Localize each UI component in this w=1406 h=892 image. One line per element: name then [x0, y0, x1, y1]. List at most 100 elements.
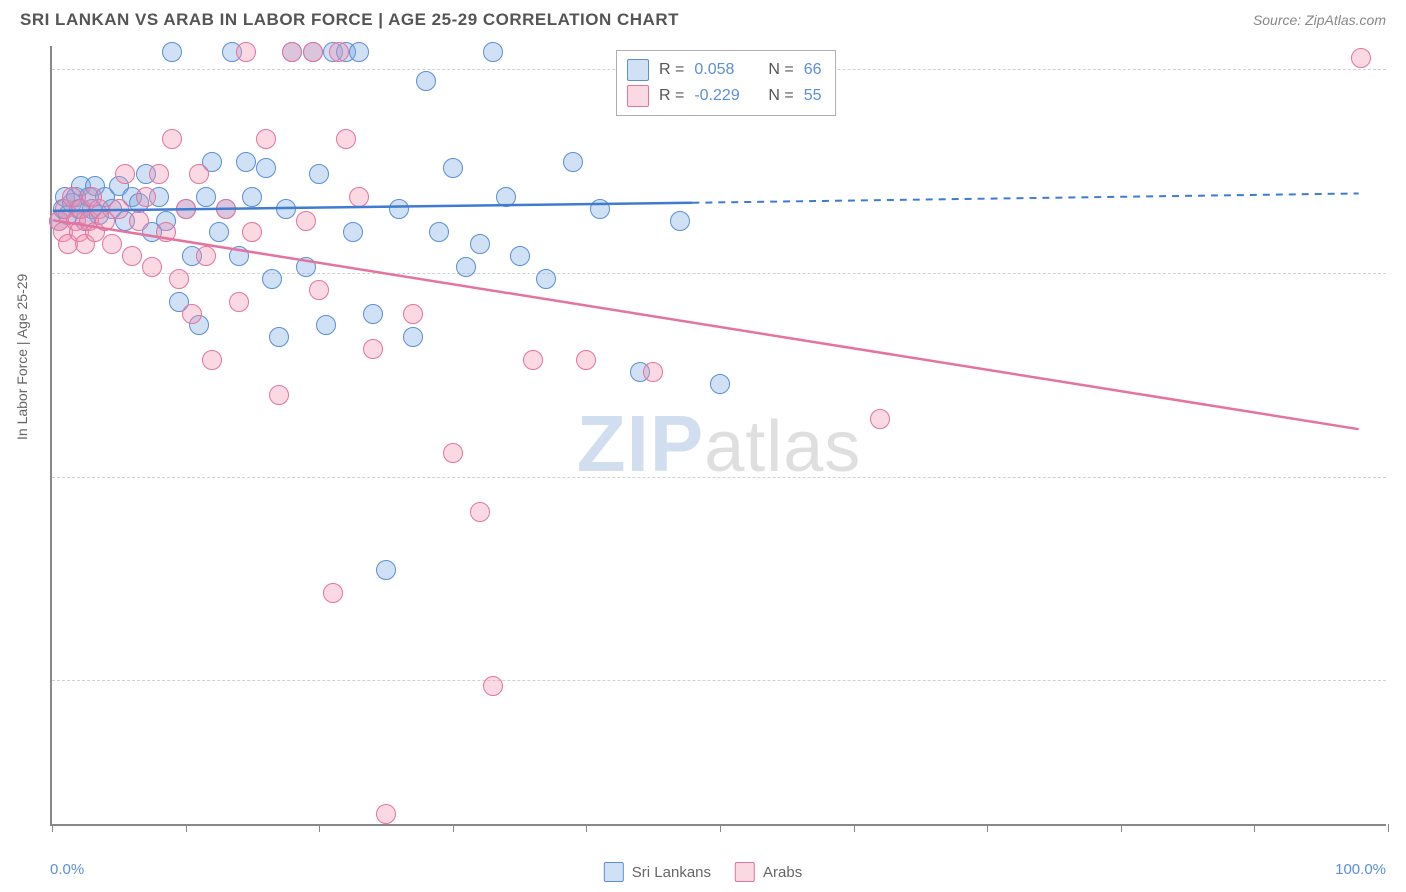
scatter-point: [256, 129, 276, 149]
scatter-point: [162, 42, 182, 62]
scatter-point: [242, 187, 262, 207]
scatter-point: [429, 222, 449, 242]
scatter-point: [296, 257, 316, 277]
scatter-point: [256, 158, 276, 178]
scatter-point: [483, 42, 503, 62]
correlation-row: R = -0.229 N = 55: [627, 83, 821, 109]
x-tick: [52, 824, 53, 832]
scatter-point: [1351, 48, 1371, 68]
scatter-point: [349, 187, 369, 207]
gridline-horizontal: [52, 477, 1386, 478]
scatter-point: [416, 71, 436, 91]
n-value: 55: [804, 87, 822, 105]
scatter-point: [363, 339, 383, 359]
scatter-point: [470, 502, 490, 522]
legend-item: Arabs: [735, 862, 802, 882]
scatter-point: [403, 327, 423, 347]
scatter-point: [483, 676, 503, 696]
bottom-legend: Sri Lankans Arabs: [604, 862, 802, 882]
scatter-point: [470, 234, 490, 254]
scatter-point: [643, 362, 663, 382]
scatter-point: [376, 560, 396, 580]
r-label: R =: [659, 87, 684, 105]
scatter-point: [269, 327, 289, 347]
gridline-horizontal: [52, 680, 1386, 681]
scatter-point: [196, 187, 216, 207]
chart-title: SRI LANKAN VS ARAB IN LABOR FORCE | AGE …: [20, 10, 679, 30]
x-tick: [1121, 824, 1122, 832]
n-label: N =: [768, 61, 793, 79]
scatter-point: [376, 804, 396, 824]
n-label: N =: [768, 87, 793, 105]
scatter-point: [202, 350, 222, 370]
correlation-legend: R =0.058N =66R =-0.229N =55: [616, 50, 836, 116]
x-tick: [586, 824, 587, 832]
scatter-point: [122, 246, 142, 266]
chart-plot-area: 47.5%65.0%82.5%100.0%ZIPatlasR =0.058N =…: [50, 46, 1386, 826]
correlation-row: R =0.058N =66: [627, 57, 821, 83]
scatter-point: [363, 304, 383, 324]
scatter-point: [296, 211, 316, 231]
scatter-point: [229, 246, 249, 266]
legend-label: Arabs: [763, 864, 802, 881]
x-tick: [987, 824, 988, 832]
scatter-point: [456, 257, 476, 277]
scatter-point: [136, 187, 156, 207]
x-tick: [854, 824, 855, 832]
source-attribution: Source: ZipAtlas.com: [1253, 12, 1386, 28]
x-tick: [453, 824, 454, 832]
scatter-point: [309, 280, 329, 300]
legend-swatch: [604, 862, 624, 882]
legend-swatch: [627, 59, 649, 81]
legend-label: Sri Lankans: [632, 864, 711, 881]
scatter-point: [276, 199, 296, 219]
x-tick: [720, 824, 721, 832]
x-axis-min-label: 0.0%: [50, 861, 84, 878]
scatter-point: [229, 292, 249, 312]
scatter-point: [336, 129, 356, 149]
legend-swatch: [735, 862, 755, 882]
scatter-point: [523, 350, 543, 370]
scatter-point: [710, 374, 730, 394]
scatter-point: [510, 246, 530, 266]
scatter-point: [576, 350, 596, 370]
scatter-point: [236, 42, 256, 62]
scatter-point: [316, 315, 336, 335]
x-tick: [1388, 824, 1389, 832]
scatter-point: [216, 199, 236, 219]
scatter-point: [162, 129, 182, 149]
scatter-point: [176, 199, 196, 219]
r-label: R =: [659, 61, 684, 79]
x-tick: [319, 824, 320, 832]
scatter-point: [443, 443, 463, 463]
scatter-point: [262, 269, 282, 289]
scatter-point: [536, 269, 556, 289]
scatter-point: [349, 42, 369, 62]
scatter-point: [242, 222, 262, 242]
scatter-point: [303, 42, 323, 62]
scatter-point: [102, 234, 122, 254]
chart-header: SRI LANKAN VS ARAB IN LABOR FORCE | AGE …: [0, 0, 1406, 36]
scatter-point: [309, 164, 329, 184]
scatter-point: [129, 211, 149, 231]
y-axis-title: In Labor Force | Age 25-29: [14, 274, 30, 440]
scatter-point: [142, 257, 162, 277]
x-tick: [1254, 824, 1255, 832]
scatter-point: [282, 42, 302, 62]
scatter-point: [182, 304, 202, 324]
scatter-point: [329, 42, 349, 62]
legend-swatch: [627, 85, 649, 107]
legend-item: Sri Lankans: [604, 862, 711, 882]
r-value: -0.229: [694, 87, 750, 105]
scatter-point: [389, 199, 409, 219]
n-value: 66: [804, 61, 822, 79]
scatter-point: [269, 385, 289, 405]
scatter-point: [169, 269, 189, 289]
x-axis-max-label: 100.0%: [1335, 861, 1386, 878]
scatter-point: [590, 199, 610, 219]
scatter-point: [109, 199, 129, 219]
gridline-horizontal: [52, 273, 1386, 274]
scatter-point: [403, 304, 423, 324]
scatter-point: [563, 152, 583, 172]
scatter-point: [115, 164, 135, 184]
